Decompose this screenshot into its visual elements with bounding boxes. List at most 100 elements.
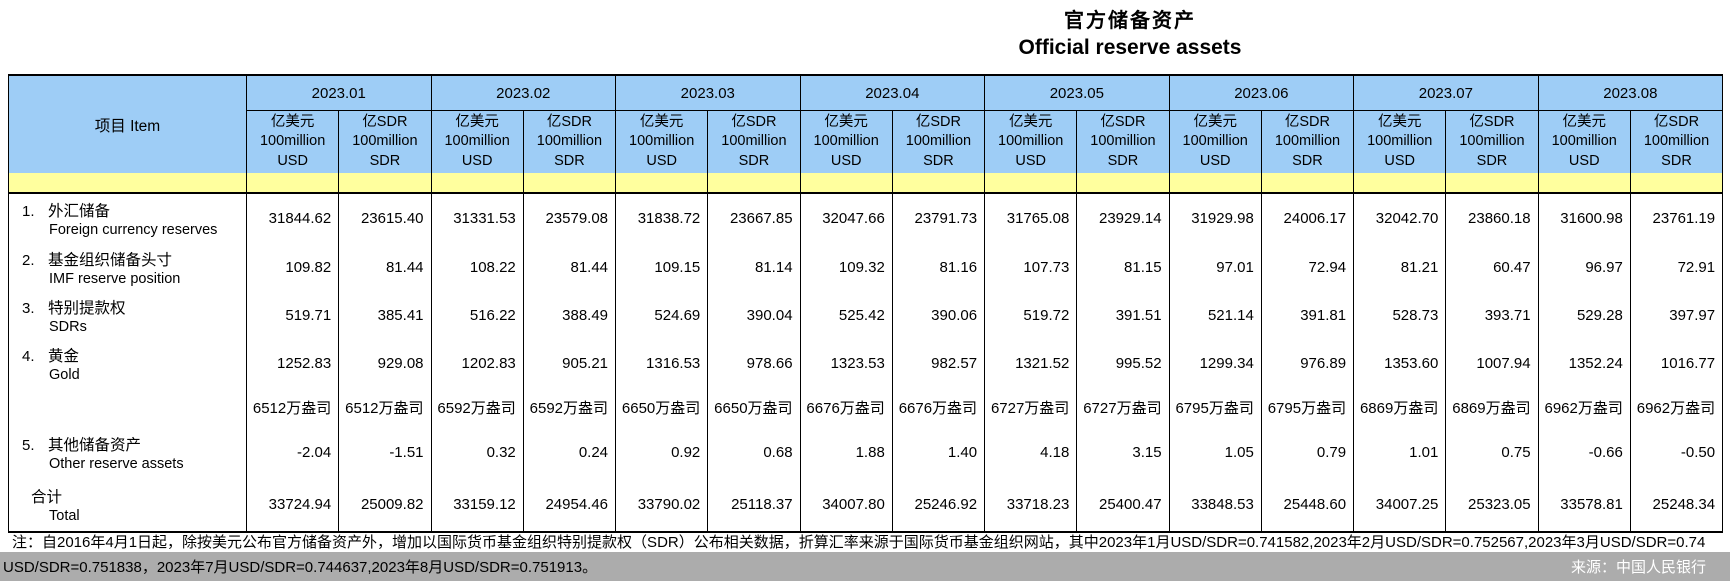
value-cell: 6962万盎司 [1629, 387, 1724, 427]
row-label: 2. 基金组织储备头寸 IMF reserve position [8, 243, 247, 291]
yellow-spacer-cell [522, 173, 617, 194]
value-cell: 6962万盎司 [1537, 387, 1631, 427]
official-reserve-assets-table: 项目 Item 2023.01 2023.02 2023.03 2023.04 2023.… [8, 74, 1724, 533]
yellow-spacer-cell [1168, 173, 1262, 194]
row-label: 5. 其他储备资产 Other reserve assets [8, 427, 247, 477]
row-label: 1. 外汇储备 Foreign currency reserves [8, 193, 247, 243]
value-cell: 393.71 [1445, 291, 1539, 339]
value-cell: 6795万盎司 [1168, 387, 1262, 427]
value-cell: 1252.83 [245, 339, 340, 387]
value-cell: 23615.40 [338, 193, 432, 243]
value-cell: 390.06 [891, 291, 986, 339]
value-cell: 388.49 [522, 291, 617, 339]
value-cell: -0.50 [1629, 427, 1724, 477]
unit-header-usd: 亿美元 100million USD [615, 110, 709, 173]
unit-header-usd: 亿美元 100million USD [245, 110, 340, 173]
value-cell: 6727万盎司 [1076, 387, 1170, 427]
value-cell: 1.40 [891, 427, 986, 477]
value-cell: 109.15 [615, 243, 709, 291]
yellow-spacer-cell [245, 173, 340, 194]
row-label-en: Foreign currency reserves [49, 222, 218, 238]
value-cell: 1353.60 [1353, 339, 1447, 387]
row-label-zh: 基金组织储备头寸 [48, 251, 173, 269]
month-header: 2023.07 [1353, 74, 1539, 111]
value-cell: 6869万盎司 [1353, 387, 1447, 427]
value-cell: 107.73 [984, 243, 1078, 291]
value-cell: 31765.08 [984, 193, 1078, 243]
month-header: 2023.02 [430, 74, 617, 111]
value-cell: 995.52 [1076, 339, 1170, 387]
value-cell: 519.71 [245, 291, 340, 339]
page-title: 官方储备资产 Official reserve assets [535, 4, 1725, 60]
row-label: 合计 Total [8, 477, 247, 533]
unit-header-sdr: 亿SDR 100million SDR [1260, 110, 1355, 173]
row-label-en: Gold [49, 366, 80, 383]
value-cell: 6650万盎司 [707, 387, 801, 427]
table-row: 5. 其他储备资产 Other reserve assets -2.04 -1.51 0.… [8, 427, 1724, 477]
value-cell: 6795万盎司 [1260, 387, 1355, 427]
value-cell: 0.75 [1445, 427, 1539, 477]
value-cell: 33790.02 [615, 477, 709, 533]
value-cell: 81.44 [338, 243, 432, 291]
value-cell: 25246.92 [891, 477, 986, 533]
row-label-en: Other reserve assets [49, 455, 184, 472]
row-number: 4. [22, 347, 35, 365]
value-cell: 391.51 [1076, 291, 1170, 339]
value-cell: 6592万盎司 [522, 387, 617, 427]
value-cell: 31331.53 [430, 193, 524, 243]
value-cell: 982.57 [891, 339, 986, 387]
unit-header-usd: 亿美元 100million USD [1537, 110, 1631, 173]
value-cell: 60.47 [1445, 243, 1539, 291]
value-cell: -2.04 [245, 427, 340, 477]
value-cell: 0.92 [615, 427, 709, 477]
value-cell: 81.21 [1353, 243, 1447, 291]
table-row: 6512万盎司 6512万盎司 6592万盎司 6592万盎司 6650万盎司 6650万… [8, 387, 1724, 427]
value-cell: 1007.94 [1445, 339, 1539, 387]
value-cell: 25118.37 [707, 477, 801, 533]
value-cell: 1.88 [799, 427, 893, 477]
source-label: 来源：中国人民银行 [1570, 559, 1706, 576]
value-cell: 72.91 [1629, 243, 1724, 291]
yellow-spacer-cell [1629, 173, 1724, 194]
yellow-spacer-cell [615, 173, 709, 194]
value-cell: 6512万盎司 [338, 387, 432, 427]
unit-header-sdr: 亿SDR 100million SDR [1076, 110, 1170, 173]
unit-header-usd: 亿美元 100million USD [799, 110, 893, 173]
value-cell: 529.28 [1537, 291, 1631, 339]
row-number: 5. [22, 436, 35, 454]
value-cell: 1.05 [1168, 427, 1262, 477]
value-cell: 6727万盎司 [984, 387, 1078, 427]
value-cell: 109.82 [245, 243, 340, 291]
month-header: 2023.06 [1168, 74, 1355, 111]
unit-header-sdr: 亿SDR 100million SDR [707, 110, 801, 173]
value-cell: 33848.53 [1168, 477, 1262, 533]
value-cell: 24006.17 [1260, 193, 1355, 243]
row-label: 3. 特别提款权 SDRs [8, 291, 247, 339]
value-cell: 521.14 [1168, 291, 1262, 339]
unit-header-sdr: 亿SDR 100million SDR [522, 110, 617, 173]
value-cell: 385.41 [338, 291, 432, 339]
value-cell: 905.21 [522, 339, 617, 387]
value-cell: 0.24 [522, 427, 617, 477]
value-cell: 31844.62 [245, 193, 340, 243]
row-label-en: IMF reserve position [49, 270, 181, 287]
value-cell: 6650万盎司 [615, 387, 709, 427]
value-cell: 33724.94 [245, 477, 340, 533]
page-title-en: Official reserve assets [1018, 36, 1242, 59]
table-row: 2. 基金组织储备头寸 IMF reserve position 109.82 81.4… [8, 243, 1724, 291]
value-cell: 23761.19 [1629, 193, 1724, 243]
value-cell: 31929.98 [1168, 193, 1262, 243]
value-cell: 33578.81 [1537, 477, 1631, 533]
month-header: 2023.03 [615, 74, 801, 111]
value-cell: 96.97 [1537, 243, 1631, 291]
value-cell: 1352.24 [1537, 339, 1631, 387]
footnote-line2: USD/SDR=0.751838，2023年7月USD/SDR=0.744637… [3, 559, 598, 576]
row-number: 2. [22, 251, 35, 269]
value-cell: 25323.05 [1445, 477, 1539, 533]
page-title-zh: 官方储备资产 [1064, 10, 1196, 32]
value-cell: 528.73 [1353, 291, 1447, 339]
yellow-spacer-cell [430, 173, 524, 194]
row-label [8, 387, 247, 427]
value-cell: 31600.98 [1537, 193, 1631, 243]
table-row: 3. 特别提款权 SDRs 519.71 385.41 516.22 388.49 524.6… [8, 291, 1724, 339]
